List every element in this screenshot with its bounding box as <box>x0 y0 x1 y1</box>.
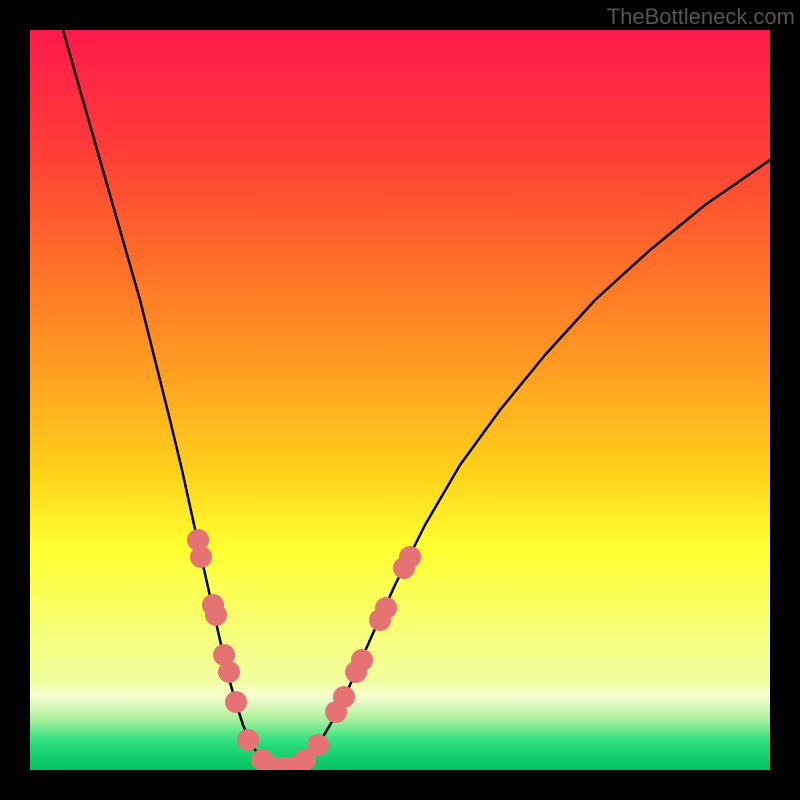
data-marker <box>218 661 240 683</box>
data-marker <box>213 644 235 666</box>
data-marker <box>375 597 397 619</box>
data-markers <box>187 529 421 779</box>
data-marker <box>399 546 421 568</box>
data-marker <box>237 729 259 751</box>
watermark-text: TheBottleneck.com <box>607 4 795 30</box>
data-marker <box>205 604 227 626</box>
data-marker <box>258 755 280 777</box>
data-marker <box>187 529 209 551</box>
data-marker <box>225 691 247 713</box>
curve-right-branch <box>282 160 770 770</box>
data-marker <box>369 609 391 631</box>
curve-left-branch <box>63 30 282 770</box>
data-marker <box>345 661 367 683</box>
data-marker <box>273 757 295 779</box>
data-marker <box>307 734 329 756</box>
data-marker <box>325 701 347 723</box>
data-marker <box>393 557 415 579</box>
data-marker <box>284 756 306 778</box>
data-marker <box>333 686 355 708</box>
data-marker <box>251 749 273 771</box>
data-marker <box>294 749 316 771</box>
data-marker <box>351 649 373 671</box>
plot-background <box>30 30 770 770</box>
data-marker <box>190 546 212 568</box>
chart-svg <box>0 0 800 800</box>
chart-root: TheBottleneck.com <box>0 0 800 800</box>
data-marker <box>202 594 224 616</box>
chart-border <box>0 0 800 800</box>
